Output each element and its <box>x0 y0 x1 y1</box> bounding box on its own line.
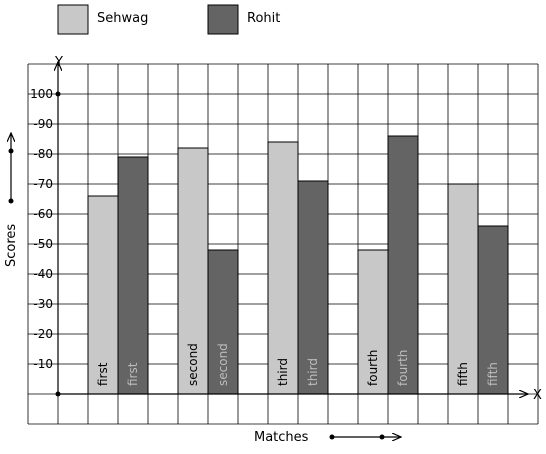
y-tick-label: -30 <box>33 297 53 311</box>
bar-rohit-third <box>297 180 329 395</box>
bar-label-rohit-first: first <box>126 362 140 386</box>
bar-labels: first first second second third third fourth fo… <box>96 343 500 386</box>
x-axis-letter: X <box>533 388 542 403</box>
bar-sehwag-first <box>87 195 119 395</box>
x-axis-title: Matches <box>254 430 309 445</box>
y-tick-label: 100 <box>30 87 53 101</box>
y-tick-label: -60 <box>33 207 53 221</box>
bars <box>87 135 509 395</box>
bar-sehwag-fourth <box>357 249 389 395</box>
y-tick-label: -50 <box>33 237 53 251</box>
y-axis-100-dot <box>55 91 61 97</box>
y-tick-label: -80 <box>33 147 53 161</box>
bar-label-rohit-fourth: fourth <box>396 350 410 386</box>
y-tick-label: -20 <box>33 327 53 341</box>
x-axis-title-arrow-mid-dot <box>379 434 385 440</box>
legend-swatch-sehwag <box>57 4 89 35</box>
bar-label-sehwag-second: second <box>186 343 200 386</box>
bar-label-sehwag-fourth: fourth <box>366 350 380 386</box>
bar-sehwag-third <box>267 141 299 395</box>
legend-label-rohit: Rohit <box>247 11 280 26</box>
origin-dot <box>55 391 61 397</box>
x-axis-title-group: Matches <box>254 430 401 445</box>
legend-label-sehwag: Sehwag <box>97 11 148 26</box>
y-tick-label: -70 <box>33 177 53 191</box>
legend: Sehwag Rohit <box>57 4 280 35</box>
legend-swatch-rohit <box>207 4 239 35</box>
y-axis-letter: Y <box>54 55 63 70</box>
y-tick-label: -10 <box>33 357 53 371</box>
bar-rohit-fourth <box>387 135 419 395</box>
bar-rohit-fifth <box>477 225 509 395</box>
y-tick-label: -90 <box>33 117 53 131</box>
y-tick-labels: -10 -20 -30 -40 -50 -60 -70 -80 -90 100 <box>30 87 53 371</box>
y-axis-title-group: Scores <box>4 133 19 267</box>
bar-rohit-second <box>207 249 239 395</box>
y-axis-title-arrow-start-dot <box>8 198 14 204</box>
bar-label-sehwag-first: first <box>96 362 110 386</box>
y-axis-title: Scores <box>4 224 19 267</box>
bar-rohit-first <box>117 156 149 395</box>
y-axis-title-arrow-mid-dot <box>8 148 14 154</box>
bar-label-sehwag-fifth: fifth <box>456 362 470 386</box>
axes: X Y <box>54 55 542 403</box>
bar-label-rohit-fifth: fifth <box>486 362 500 386</box>
bar-label-sehwag-third: third <box>276 358 290 386</box>
bar-label-rohit-second: second <box>216 343 230 386</box>
x-axis-title-arrow-start-dot <box>329 434 335 440</box>
y-tick-label: -40 <box>33 267 53 281</box>
bar-sehwag-fifth <box>447 183 479 395</box>
bar-label-rohit-third: third <box>306 358 320 386</box>
